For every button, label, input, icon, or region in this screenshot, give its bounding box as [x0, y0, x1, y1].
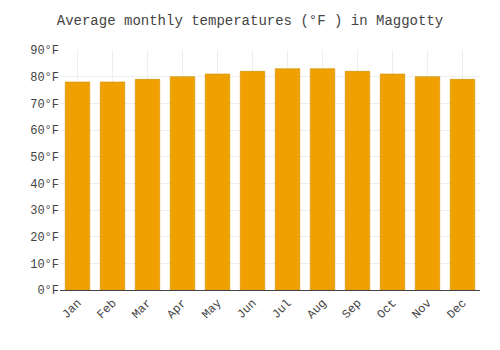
svg-text:Feb: Feb	[94, 297, 119, 322]
svg-text:Dec: Dec	[444, 297, 469, 322]
svg-text:40°F: 40°F	[30, 178, 59, 192]
svg-text:50°F: 50°F	[30, 151, 59, 165]
svg-text:Oct: Oct	[374, 297, 399, 322]
svg-text:Nov: Nov	[409, 297, 434, 322]
svg-text:0°F: 0°F	[37, 284, 59, 298]
svg-text:70°F: 70°F	[30, 98, 59, 112]
svg-text:Mar: Mar	[129, 297, 154, 322]
svg-text:10°F: 10°F	[30, 258, 59, 272]
svg-text:30°F: 30°F	[30, 204, 59, 218]
svg-text:Jun: Jun	[234, 297, 259, 322]
svg-text:May: May	[199, 297, 224, 322]
svg-text:20°F: 20°F	[30, 231, 59, 245]
svg-text:Sep: Sep	[339, 297, 364, 322]
svg-text:Apr: Apr	[164, 297, 189, 322]
svg-text:Jul: Jul	[269, 297, 294, 322]
svg-text:60°F: 60°F	[30, 124, 59, 138]
svg-text:90°F: 90°F	[30, 44, 59, 58]
svg-text:Aug: Aug	[304, 297, 329, 322]
svg-text:Average monthly temperatures (: Average monthly temperatures (°F ) in Ma…	[57, 13, 443, 29]
svg-text:80°F: 80°F	[30, 71, 59, 85]
svg-text:Jan: Jan	[59, 297, 84, 322]
